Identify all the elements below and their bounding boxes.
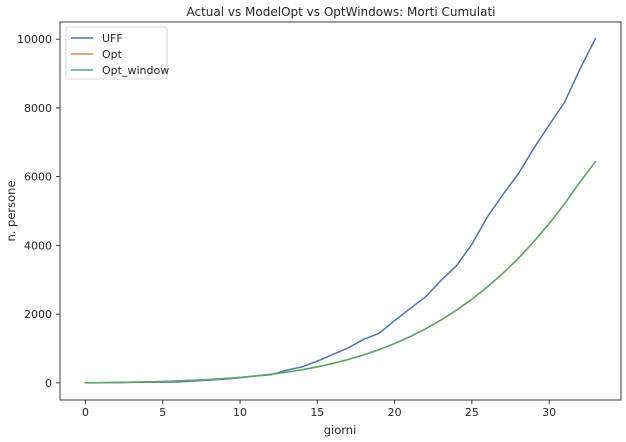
x-tick-label: 30 xyxy=(542,406,556,419)
series-line-opt-window xyxy=(84,160,597,384)
legend-box xyxy=(65,26,168,80)
chart-title: Actual vs ModelOpt vs OptWindows: Morti … xyxy=(186,5,495,19)
plot-area xyxy=(59,21,622,401)
x-tick-label: 15 xyxy=(310,406,324,419)
y-axis: 0 2000 4000 6000 8000 10000 xyxy=(17,33,60,390)
y-tick-label: 8000 xyxy=(24,102,52,115)
x-tick-label: 20 xyxy=(388,406,402,419)
x-tick-label: 25 xyxy=(465,406,479,419)
y-tick-label: 2000 xyxy=(24,308,52,321)
y-tick-label: 6000 xyxy=(24,171,52,184)
y-tick-label: 4000 xyxy=(24,239,52,252)
legend-label: Opt xyxy=(102,48,123,61)
series-line-uff xyxy=(84,37,597,384)
legend-label: UFF xyxy=(102,32,123,45)
y-tick-label: 10000 xyxy=(17,33,52,46)
x-tick-label: 5 xyxy=(159,406,166,419)
legend-label: Opt_window xyxy=(102,64,169,77)
x-tick-label: 0 xyxy=(82,406,89,419)
x-axis-title: giorni xyxy=(324,423,357,437)
series-layer xyxy=(84,37,597,384)
y-tick-label: 0 xyxy=(45,377,52,390)
y-axis-title: n. persone xyxy=(4,180,18,241)
legend: UFF Opt Opt_window xyxy=(65,26,169,80)
x-axis: 0 5 10 15 20 25 30 xyxy=(82,400,556,419)
x-tick-label: 10 xyxy=(233,406,247,419)
